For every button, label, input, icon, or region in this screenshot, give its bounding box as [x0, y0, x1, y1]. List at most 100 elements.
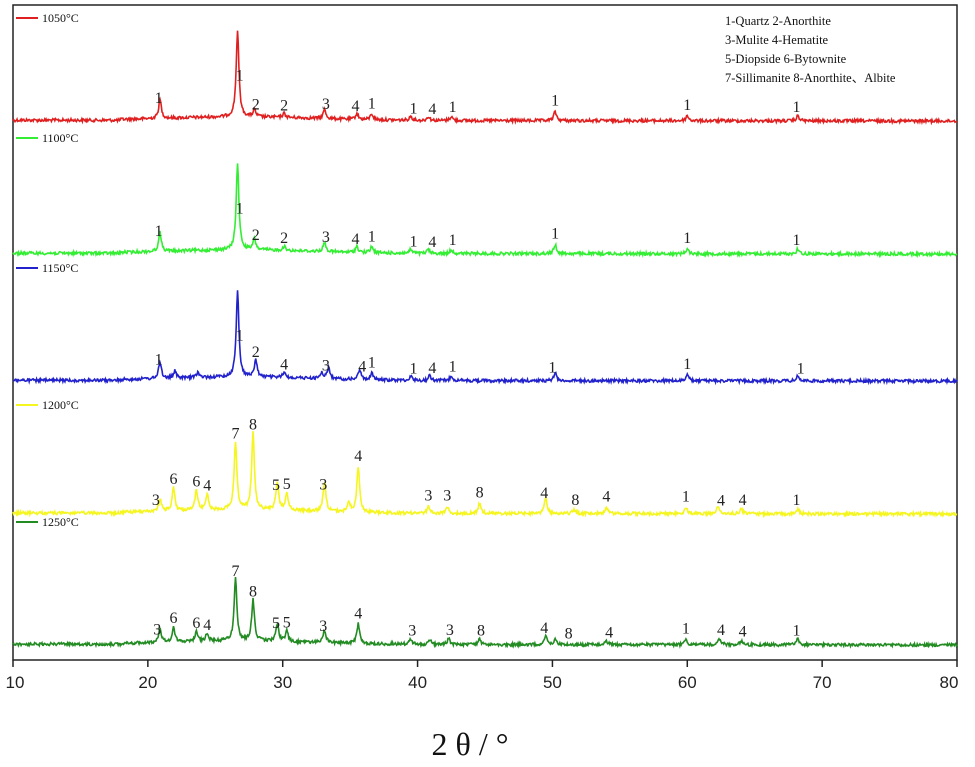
series-line [12, 576, 958, 649]
x-tick-label: 40 [408, 673, 427, 692]
peak-label: 8 [571, 492, 579, 509]
peak-label: 4 [540, 485, 548, 502]
peak-label: 3 [319, 476, 327, 493]
series-line [12, 163, 958, 259]
peak-label: 4 [203, 617, 211, 634]
series-legend-label: 1100°C [42, 131, 78, 145]
peak-label: 1 [236, 68, 244, 85]
peak-label: 6 [192, 474, 200, 491]
peak-label: 8 [249, 417, 257, 434]
peak-label: 4 [605, 625, 613, 642]
x-axis-title: 2 θ / ° [431, 726, 508, 762]
peak-label: 1 [236, 328, 244, 345]
peak-label: 3 [446, 622, 454, 639]
peak-label: 4 [428, 101, 436, 118]
series-line [12, 30, 958, 126]
peak-label: 4 [358, 359, 366, 376]
peak-label: 1 [548, 360, 556, 377]
peak-label: 1 [551, 93, 559, 110]
peak-label: 3 [408, 623, 416, 640]
series-legend-label: 1150°C [42, 261, 78, 275]
peak-label: 3 [319, 618, 327, 635]
peak-label: 3 [424, 487, 432, 504]
peak-label: 1 [793, 232, 801, 249]
peak-label: 4 [739, 492, 747, 509]
peak-label: 4 [352, 231, 360, 248]
peak-label: 1 [410, 233, 418, 250]
peak-label: 2 [280, 230, 288, 247]
peak-label: 1 [793, 622, 801, 639]
x-tick-label: 50 [543, 673, 562, 692]
peak-label: 5 [283, 615, 291, 632]
peak-label: 1 [368, 354, 376, 371]
peak-label: 1 [683, 356, 691, 373]
peak-label: 1 [683, 230, 691, 247]
x-tick-label: 20 [138, 673, 157, 692]
peak-label: 4 [354, 448, 362, 465]
peak-label: 4 [354, 605, 362, 622]
x-tick-label: 80 [940, 673, 959, 692]
peak-label: 1 [155, 223, 163, 240]
phase-legend-line: 1-Quartz 2-Anorthite [725, 14, 831, 28]
x-tick-label: 30 [273, 673, 292, 692]
peak-label: 1 [410, 360, 418, 377]
peak-label: 3 [443, 487, 451, 504]
peak-label: 1 [368, 228, 376, 245]
peak-label: 1 [449, 232, 457, 249]
series-layer [12, 30, 958, 649]
peak-label: 8 [565, 626, 573, 643]
peak-label: 1 [682, 621, 690, 638]
peak-label: 1 [236, 201, 244, 218]
series-line [12, 431, 958, 519]
peak-label: 4 [280, 356, 288, 373]
peak-label: 2 [252, 97, 260, 114]
peak-label: 6 [170, 610, 178, 627]
phase-legend-line: 3-Mulite 4-Hematite [725, 33, 829, 47]
peak-label: 1 [797, 361, 805, 378]
peak-label: 1 [682, 489, 690, 506]
peak-label: 1 [410, 100, 418, 117]
peak-label: 4 [540, 620, 548, 637]
peak-label: 1 [449, 359, 457, 376]
peak-label: 4 [352, 98, 360, 115]
x-tick-label: 70 [813, 673, 832, 692]
peak-label: 3 [322, 96, 330, 113]
x-axis-ticks: 10 20 30 40 50 60 70 80 [6, 660, 959, 692]
phase-legend: 1-Quartz 2-Anorthite 3-Mulite 4-Hematite… [725, 14, 896, 85]
series-legend-label: 1250°C [42, 515, 79, 529]
phase-legend-line: 5-Diopside 6-Bytownite [725, 52, 847, 66]
peak-label: 6 [192, 615, 200, 632]
series-line [12, 290, 958, 386]
peak-label: 1 [368, 95, 376, 112]
peak-label: 2 [252, 344, 260, 361]
peak-label: 2 [280, 97, 288, 114]
peak-label: 3 [322, 229, 330, 246]
peak-label: 5 [272, 477, 280, 494]
peak-label: 4 [602, 489, 610, 506]
peak-label: 1 [449, 99, 457, 116]
peak-label: 8 [476, 484, 484, 501]
peak-label: 8 [249, 584, 257, 601]
phase-legend-line: 7-Sillimanite 8-Anorthite、Albite [725, 71, 896, 85]
peak-label: 4 [717, 493, 725, 510]
series-legend-label: 1050°C [42, 11, 79, 25]
x-tick-label: 10 [6, 673, 25, 692]
peak-label: 8 [477, 623, 485, 640]
peak-label: 3 [322, 358, 330, 375]
peak-label: 5 [283, 476, 291, 493]
peak-label: 1 [683, 97, 691, 114]
peak-label: 1 [155, 90, 163, 107]
peak-label: 4 [428, 360, 436, 377]
peak-label: 5 [272, 615, 280, 632]
x-tick-label: 60 [678, 673, 697, 692]
peak-label: 4 [739, 623, 747, 640]
peak-label: 4 [203, 477, 211, 494]
peak-label: 1 [155, 351, 163, 368]
peak-label: 1 [551, 226, 559, 243]
peak-label: 6 [170, 471, 178, 488]
peak-label: 1 [793, 99, 801, 116]
series-legend-label: 1200°C [42, 398, 79, 412]
plot-frame [12, 4, 958, 661]
